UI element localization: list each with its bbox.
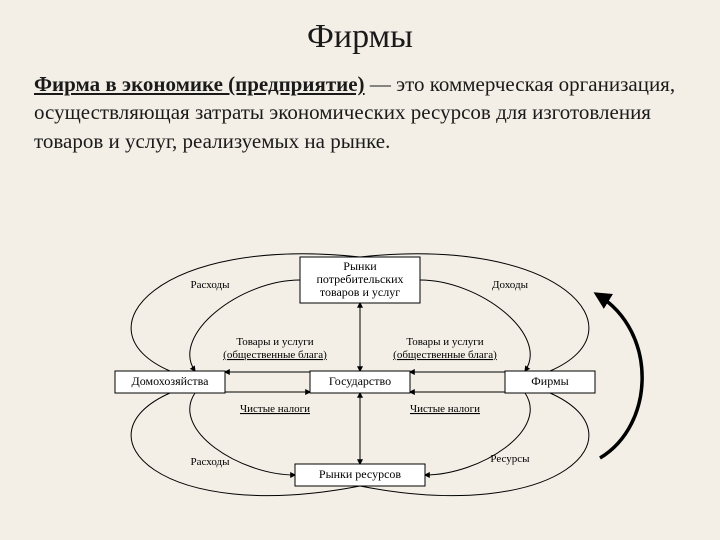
node-label-markets_goods-2: товаров и услуг (320, 285, 400, 299)
edge-label-taxes_l: Чистые налоги (240, 403, 310, 415)
edge-label-goods_l1: Товары и услуги (236, 336, 313, 348)
node-label-markets_goods-1: потребительских (316, 272, 403, 286)
edge-label-goods_r1: Товары и услуги (406, 336, 483, 348)
edge-big-arrow (598, 295, 642, 458)
edge-label-resources_br: Ресурсы (490, 453, 530, 465)
node-label-state-0: Государство (329, 374, 391, 388)
edge-label-taxes_r: Чистые налоги (410, 403, 480, 415)
edge-label-goods_l2: (общественные блага) (223, 349, 327, 361)
definition-term: Фирма в экономике (предприятие) (34, 72, 365, 96)
edge-label-goods_r2: (общественные блага) (393, 349, 497, 361)
node-label-markets_res-0: Рынки ресурсов (319, 467, 402, 481)
node-label-markets_goods-0: Рынки (343, 259, 377, 273)
edge-label-income_tr: Доходы (492, 279, 529, 291)
circular-flow-diagram: Рынкипотребительскихтоваров и услуг Домох… (100, 240, 620, 530)
node-label-firms-0: Фирмы (531, 374, 568, 388)
edge-label-expenses_bl: Расходы (191, 456, 231, 468)
edge-label-expenses_tl: Расходы (191, 279, 231, 291)
definition-paragraph: Фирма в экономике (предприятие) — это ко… (0, 56, 720, 155)
node-label-households-0: Домохозяйства (132, 374, 210, 388)
page-title: Фирмы (0, 0, 720, 56)
